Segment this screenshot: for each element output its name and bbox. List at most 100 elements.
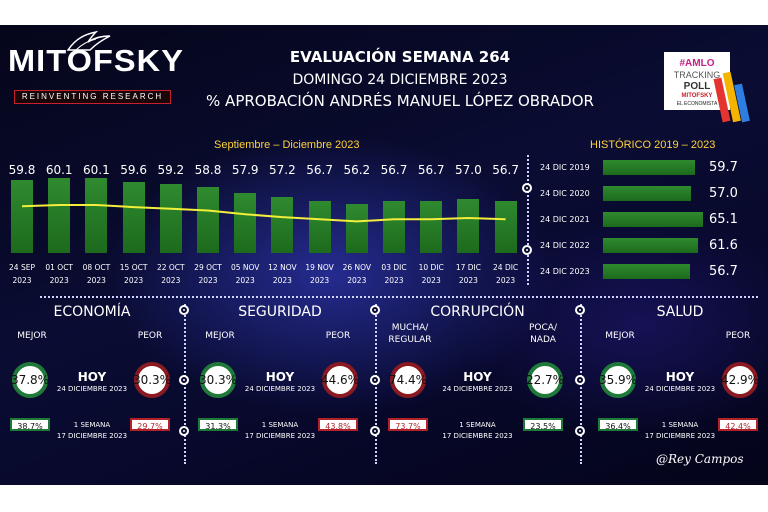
divider-node-icon — [522, 245, 532, 255]
hist-date-label: 24 DIC 2021 — [540, 215, 590, 224]
poll-logo-line4: MITOFSKY — [681, 93, 713, 99]
section-title: SALUD — [656, 304, 704, 320]
semana-date: 17 DICIEMBRE 2023 — [644, 432, 716, 440]
today-right-ring: 44.6% — [321, 362, 359, 398]
section-title: ECONOMÍA — [53, 304, 131, 320]
hoy-date: 24 DICIEMBRE 2023 — [56, 385, 128, 393]
today-left-ring: 37.8% — [11, 362, 49, 398]
today-left-ring: 30.3% — [199, 362, 237, 398]
bar-value-label: 56.2 — [343, 163, 371, 177]
right-option-label: PEOR — [137, 331, 163, 341]
chart-bar — [159, 184, 182, 253]
bar-category-label: 22 OCT — [156, 263, 185, 272]
hist-bar — [603, 160, 695, 175]
bar-category-year: 2023 — [458, 276, 478, 285]
right-option-label: PEOR — [725, 331, 751, 341]
semana-label: 1 SEMANA — [661, 421, 699, 429]
divider-node-icon — [575, 305, 585, 315]
chart-bar — [122, 181, 145, 253]
divider-node-icon — [179, 305, 189, 315]
bar-category-label: 05 NOV — [230, 263, 260, 272]
hoy-date: 24 DICIEMBRE 2023 — [244, 385, 316, 393]
bar-category-label: 26 NOV — [342, 263, 372, 272]
section-title: SEGURIDAD — [238, 304, 322, 320]
chart-bar — [494, 200, 517, 253]
approval-heading: % APROBACIÓN ANDRÉS MANUEL LÓPEZ OBRADOR — [206, 92, 594, 110]
right-option-label: PEOR — [325, 331, 351, 341]
hoy-label: HOY — [665, 370, 695, 384]
bar-category-year: 2023 — [49, 276, 69, 285]
hist-value-label: 65.1 — [709, 212, 738, 227]
chart-bar — [420, 200, 443, 253]
hoy-label: HOY — [77, 370, 107, 384]
chart-bar — [197, 186, 219, 253]
today-right-ring: 42.9% — [721, 362, 759, 398]
range-label: Septiembre – Diciembre 2023 — [214, 139, 360, 151]
divider-node-icon — [575, 426, 585, 436]
poll-logo-line5: EL ECONOMISTA — [676, 101, 718, 107]
divider-node-icon — [179, 426, 189, 436]
today-left-ring: 74.4% — [389, 362, 427, 398]
bar-category-label: 10 DIC — [418, 263, 444, 272]
hist-bar — [603, 186, 691, 201]
hist-value-label: 57.0 — [709, 186, 738, 201]
bar-category-label: 29 OCT — [194, 263, 222, 272]
chart-divider — [527, 155, 529, 285]
semana-date: 17 DICIEMBRE 2023 — [442, 432, 513, 440]
bar-value-label: 60.1 — [45, 163, 73, 177]
bar-value-label: 57.0 — [455, 163, 482, 177]
bar-category-year: 2023 — [421, 276, 441, 285]
bar-value-label: 56.7 — [306, 163, 333, 177]
hist-bar — [603, 264, 690, 279]
divider-node-icon — [522, 183, 532, 193]
divider-node-icon — [370, 305, 380, 315]
left-option-label: MUCHA/ REGULAR — [388, 323, 432, 345]
bar-category-year: 2023 — [198, 276, 218, 285]
semana-label: 1 SEMANA — [73, 421, 111, 429]
bar-category-label: 03 DIC — [381, 263, 407, 272]
bar-value-label: 59.2 — [157, 163, 185, 177]
bar-category-year: 2023 — [86, 276, 106, 285]
prev-left-box: 73.7% — [388, 418, 428, 431]
page-subtitle: DOMINGO 24 DICIEMBRE 2023 — [292, 72, 508, 88]
bar-category-label: 24 DIC — [493, 263, 519, 272]
bar-value-label: 60.1 — [83, 163, 110, 177]
bar-value-label: 57.9 — [231, 163, 259, 177]
today-left-ring: 35.9% — [599, 362, 637, 398]
divider-node-icon — [179, 375, 189, 385]
hist-date-label: 24 DIC 2019 — [540, 163, 590, 172]
bar-value-label: 56.7 — [380, 163, 408, 177]
bar-category-label: 19 NOV — [305, 263, 334, 272]
hist-bar — [603, 238, 698, 253]
page-title: EVALUACIÓN SEMANA 264 — [289, 48, 511, 66]
bar-category-year: 2023 — [384, 276, 404, 285]
bar-value-label: 59.6 — [120, 163, 147, 177]
hist-date-label: 24 DIC 2023 — [540, 267, 590, 276]
bar-category-year: 2023 — [12, 276, 32, 285]
hoy-label: HOY — [463, 370, 492, 384]
bar-category-label: 17 DIC — [455, 263, 481, 272]
bar-category-label: 24 SEP — [9, 263, 35, 272]
bar-category-year: 2023 — [124, 276, 144, 285]
bar-value-label: 57.2 — [269, 163, 296, 177]
semana-label: 1 SEMANA — [261, 421, 299, 429]
left-option-label: MEJOR — [17, 331, 47, 341]
right-option-label: POCA/ NADA — [529, 323, 557, 345]
bar-category-year: 2023 — [310, 276, 330, 285]
divider-node-icon — [575, 375, 585, 385]
divider-node-icon — [370, 426, 380, 436]
left-option-label: MEJOR — [205, 331, 235, 341]
bar-value-label: 59.8 — [8, 163, 36, 177]
hist-date-label: 24 DIC 2022 — [540, 241, 590, 250]
hoy-label: HOY — [265, 370, 295, 384]
bar-category-year: 2023 — [347, 276, 367, 285]
section-title: CORRUPCIÓN — [430, 304, 525, 320]
today-right-ring: 30.3% — [133, 362, 171, 398]
chart-bar — [308, 200, 331, 253]
bar-category-label: 12 NOV — [268, 263, 297, 272]
prev-right-box: 43.8% — [318, 418, 358, 431]
chart-bar — [271, 197, 294, 253]
bar-value-label: 56.7 — [492, 163, 519, 177]
hoy-date: 24 DICIEMBRE 2023 — [644, 385, 716, 393]
historico-label: HISTÓRICO 2019 – 2023 — [590, 139, 716, 151]
